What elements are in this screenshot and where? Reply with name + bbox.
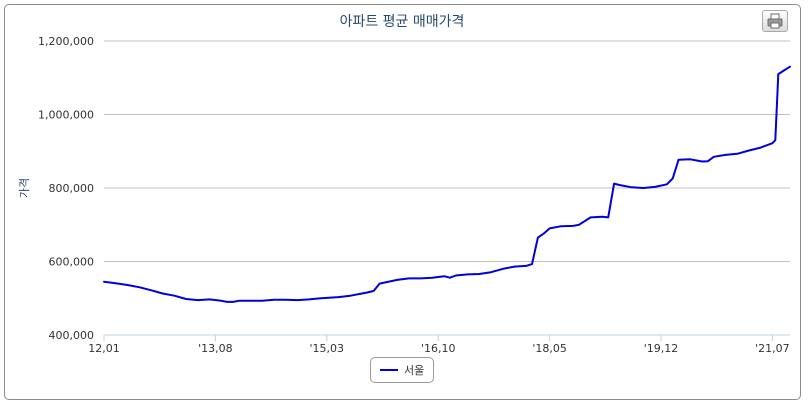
chart-title: 아파트 평균 매매가격 [340,14,465,30]
y-axis-label: 가격 [18,178,31,198]
x-tick-label: '19,12 [644,342,679,355]
gridlines [104,40,790,336]
print-button[interactable] [762,10,788,32]
y-tick-labels: 400,000 600,000 800,000 1,000,000 1,200,000 [38,35,94,342]
legend-label: 서울 [404,364,425,377]
y-tick-label: 1,000,000 [38,109,94,122]
x-tick-labels: 12,01 '13,08 '15,03 '16,10 '18,05 '19,12 '21,0… [88,335,790,355]
printer-icon [767,13,783,29]
legend-swatch [380,369,398,371]
y-tick-label: 800,000 [49,182,95,195]
y-tick-label: 600,000 [49,256,95,269]
y-tick-label: 400,000 [49,329,95,342]
x-tick-label: '15,03 [310,342,345,355]
series-line-seoul [103,65,791,303]
x-tick-label: '21,07 [755,342,790,355]
x-tick-label: '16,10 [421,342,456,355]
legend-item-seoul[interactable]: 서울 [370,357,434,383]
x-tick-label: '13,08 [198,342,233,355]
x-tick-label: '18,05 [532,342,567,355]
chart-frame [4,4,801,400]
series-layer [103,65,791,303]
x-tick-label: 12,01 [88,342,120,355]
y-tick-label: 1,200,000 [38,35,94,48]
